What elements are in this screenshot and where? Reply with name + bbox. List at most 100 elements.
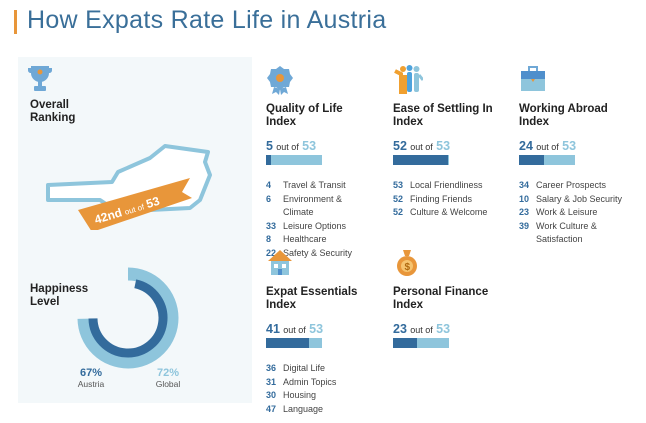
- rank-bar: [519, 155, 575, 165]
- item-label: Work Culture & Satisfaction: [536, 220, 597, 245]
- people-icon: [394, 65, 425, 94]
- list-item: 34 Career Prospects: [519, 179, 644, 193]
- money-bag-icon: $: [397, 250, 417, 276]
- item-label: Environment & Climate: [283, 193, 343, 218]
- list-item: 4 Travel & Transit: [266, 179, 391, 193]
- item-label: Safety & Security: [283, 247, 353, 258]
- rank-bar-fill: [519, 155, 545, 165]
- list-item: 52 Finding Friends: [393, 193, 518, 207]
- list-item: 52 Culture & Welcome: [393, 206, 518, 220]
- index-title-2: Index: [266, 116, 297, 128]
- index-title: Working Abroad: [519, 103, 608, 115]
- out-of: out of: [276, 142, 299, 152]
- item-rank: 8: [266, 234, 272, 244]
- index-total: 53: [302, 139, 317, 153]
- left-panel: [18, 57, 252, 403]
- item-rank: 39: [519, 220, 530, 231]
- austria-label: Austria: [77, 379, 105, 389]
- austria-arc: [88, 279, 168, 358]
- item-rank: 33: [266, 220, 277, 231]
- list-item: 53 Local Friendliness: [393, 179, 518, 193]
- svg-text:$: $: [405, 262, 411, 273]
- index-rank: 5: [266, 139, 273, 153]
- item-rank: 30: [266, 390, 277, 400]
- list-item: 8 Healthcare: [266, 233, 391, 247]
- list-item: 39 Work Culture & Satisfaction: [519, 220, 644, 247]
- list-item: 31 Admin Topics: [266, 376, 391, 390]
- index-title-2: Index: [393, 116, 424, 128]
- item-rank: 47: [266, 403, 277, 414]
- badge-icon: [267, 66, 293, 95]
- item-rank: 34: [519, 180, 530, 190]
- item-label: Digital Life: [283, 363, 326, 373]
- title-accent: [14, 10, 17, 34]
- item-label: Culture & Welcome: [410, 207, 488, 217]
- item-label: Healthcare: [283, 234, 327, 244]
- rank-bar-fill: [266, 155, 272, 165]
- index-title-2: Index: [266, 299, 297, 311]
- austria-map: 42ndout of53: [46, 144, 212, 230]
- index-rank: 23: [393, 322, 407, 336]
- item-label: Local Friendliness: [410, 180, 483, 190]
- item-label: Language: [283, 403, 324, 414]
- index-card: $ Personal Finance Index 23 out of 53: [393, 248, 518, 362]
- index-card: Expat Essentials Index 41 out of 53 36 Dig…: [266, 248, 391, 416]
- item-rank: 53: [393, 180, 404, 190]
- rank-bar: [266, 338, 322, 348]
- austria-value: 67%: [79, 367, 103, 379]
- item-rank: 36: [266, 363, 277, 373]
- item-label: Finding Friends: [410, 193, 473, 204]
- item-rank: 31: [266, 376, 277, 387]
- global-arc: [77, 267, 179, 369]
- rank-bar: [393, 338, 449, 348]
- item-label: Admin Topics: [283, 376, 337, 387]
- index-rank: 24: [519, 139, 533, 153]
- item-rank: 22: [266, 247, 277, 258]
- rank-bar-fill: [393, 155, 448, 165]
- overall-heading: Overall: [30, 99, 69, 111]
- happiness-heading: Happiness: [30, 283, 89, 295]
- list-item: 22 Safety & Security: [266, 247, 391, 261]
- out-of: out of: [410, 142, 433, 152]
- list-item: 33 Leisure Options: [266, 220, 391, 234]
- overall-heading-2: Ranking: [30, 112, 76, 124]
- item-rank: 6: [266, 193, 272, 204]
- rank-bar: [393, 155, 449, 165]
- rank-bar-fill: [393, 338, 418, 348]
- index-total: 53: [436, 139, 451, 153]
- item-label: Travel & Transit: [283, 180, 346, 190]
- item-rank: 52: [393, 207, 404, 217]
- list-item: 6 Environment & Climate: [266, 193, 391, 220]
- item-rank: 52: [393, 193, 404, 204]
- index-title: Personal Finance: [393, 286, 489, 298]
- out-of: out of: [283, 325, 306, 335]
- briefcase-icon: [521, 66, 545, 91]
- index-rank: 52: [393, 139, 407, 153]
- index-rank: 41: [266, 322, 280, 336]
- item-rank: 10: [519, 193, 530, 204]
- index-title-2: Index: [519, 116, 550, 128]
- index-title: Quality of Life: [266, 103, 343, 115]
- happiness-donut: [77, 267, 179, 369]
- index-total: 53: [309, 322, 324, 336]
- ranking-ribbon: [78, 178, 192, 230]
- list-item: 23 Work & Leisure: [519, 206, 644, 220]
- global-label: Global: [155, 379, 181, 389]
- overall-total: 53: [144, 194, 161, 211]
- index-card: Ease of Settling In Index 52 out of 53 53…: [393, 65, 518, 220]
- list-item: 47 Language: [266, 403, 391, 417]
- rank-bar-fill: [266, 338, 310, 348]
- index-total: 53: [436, 322, 451, 336]
- item-rank: 23: [519, 207, 530, 217]
- trophy-icon: [27, 66, 53, 91]
- global-value: 72%: [156, 367, 180, 379]
- list-item: 10 Salary & Job Security: [519, 193, 644, 207]
- house-icon: [268, 250, 292, 275]
- page-title: How Expats Rate Life in Austria: [27, 6, 387, 34]
- happiness-heading-2: Level: [30, 296, 60, 308]
- list-item: 36 Digital Life: [266, 362, 391, 376]
- index-total: 53: [562, 139, 577, 153]
- index-title: Ease of Settling In: [393, 103, 493, 115]
- item-label: Housing: [283, 390, 317, 400]
- list-item: 30 Housing: [266, 389, 391, 403]
